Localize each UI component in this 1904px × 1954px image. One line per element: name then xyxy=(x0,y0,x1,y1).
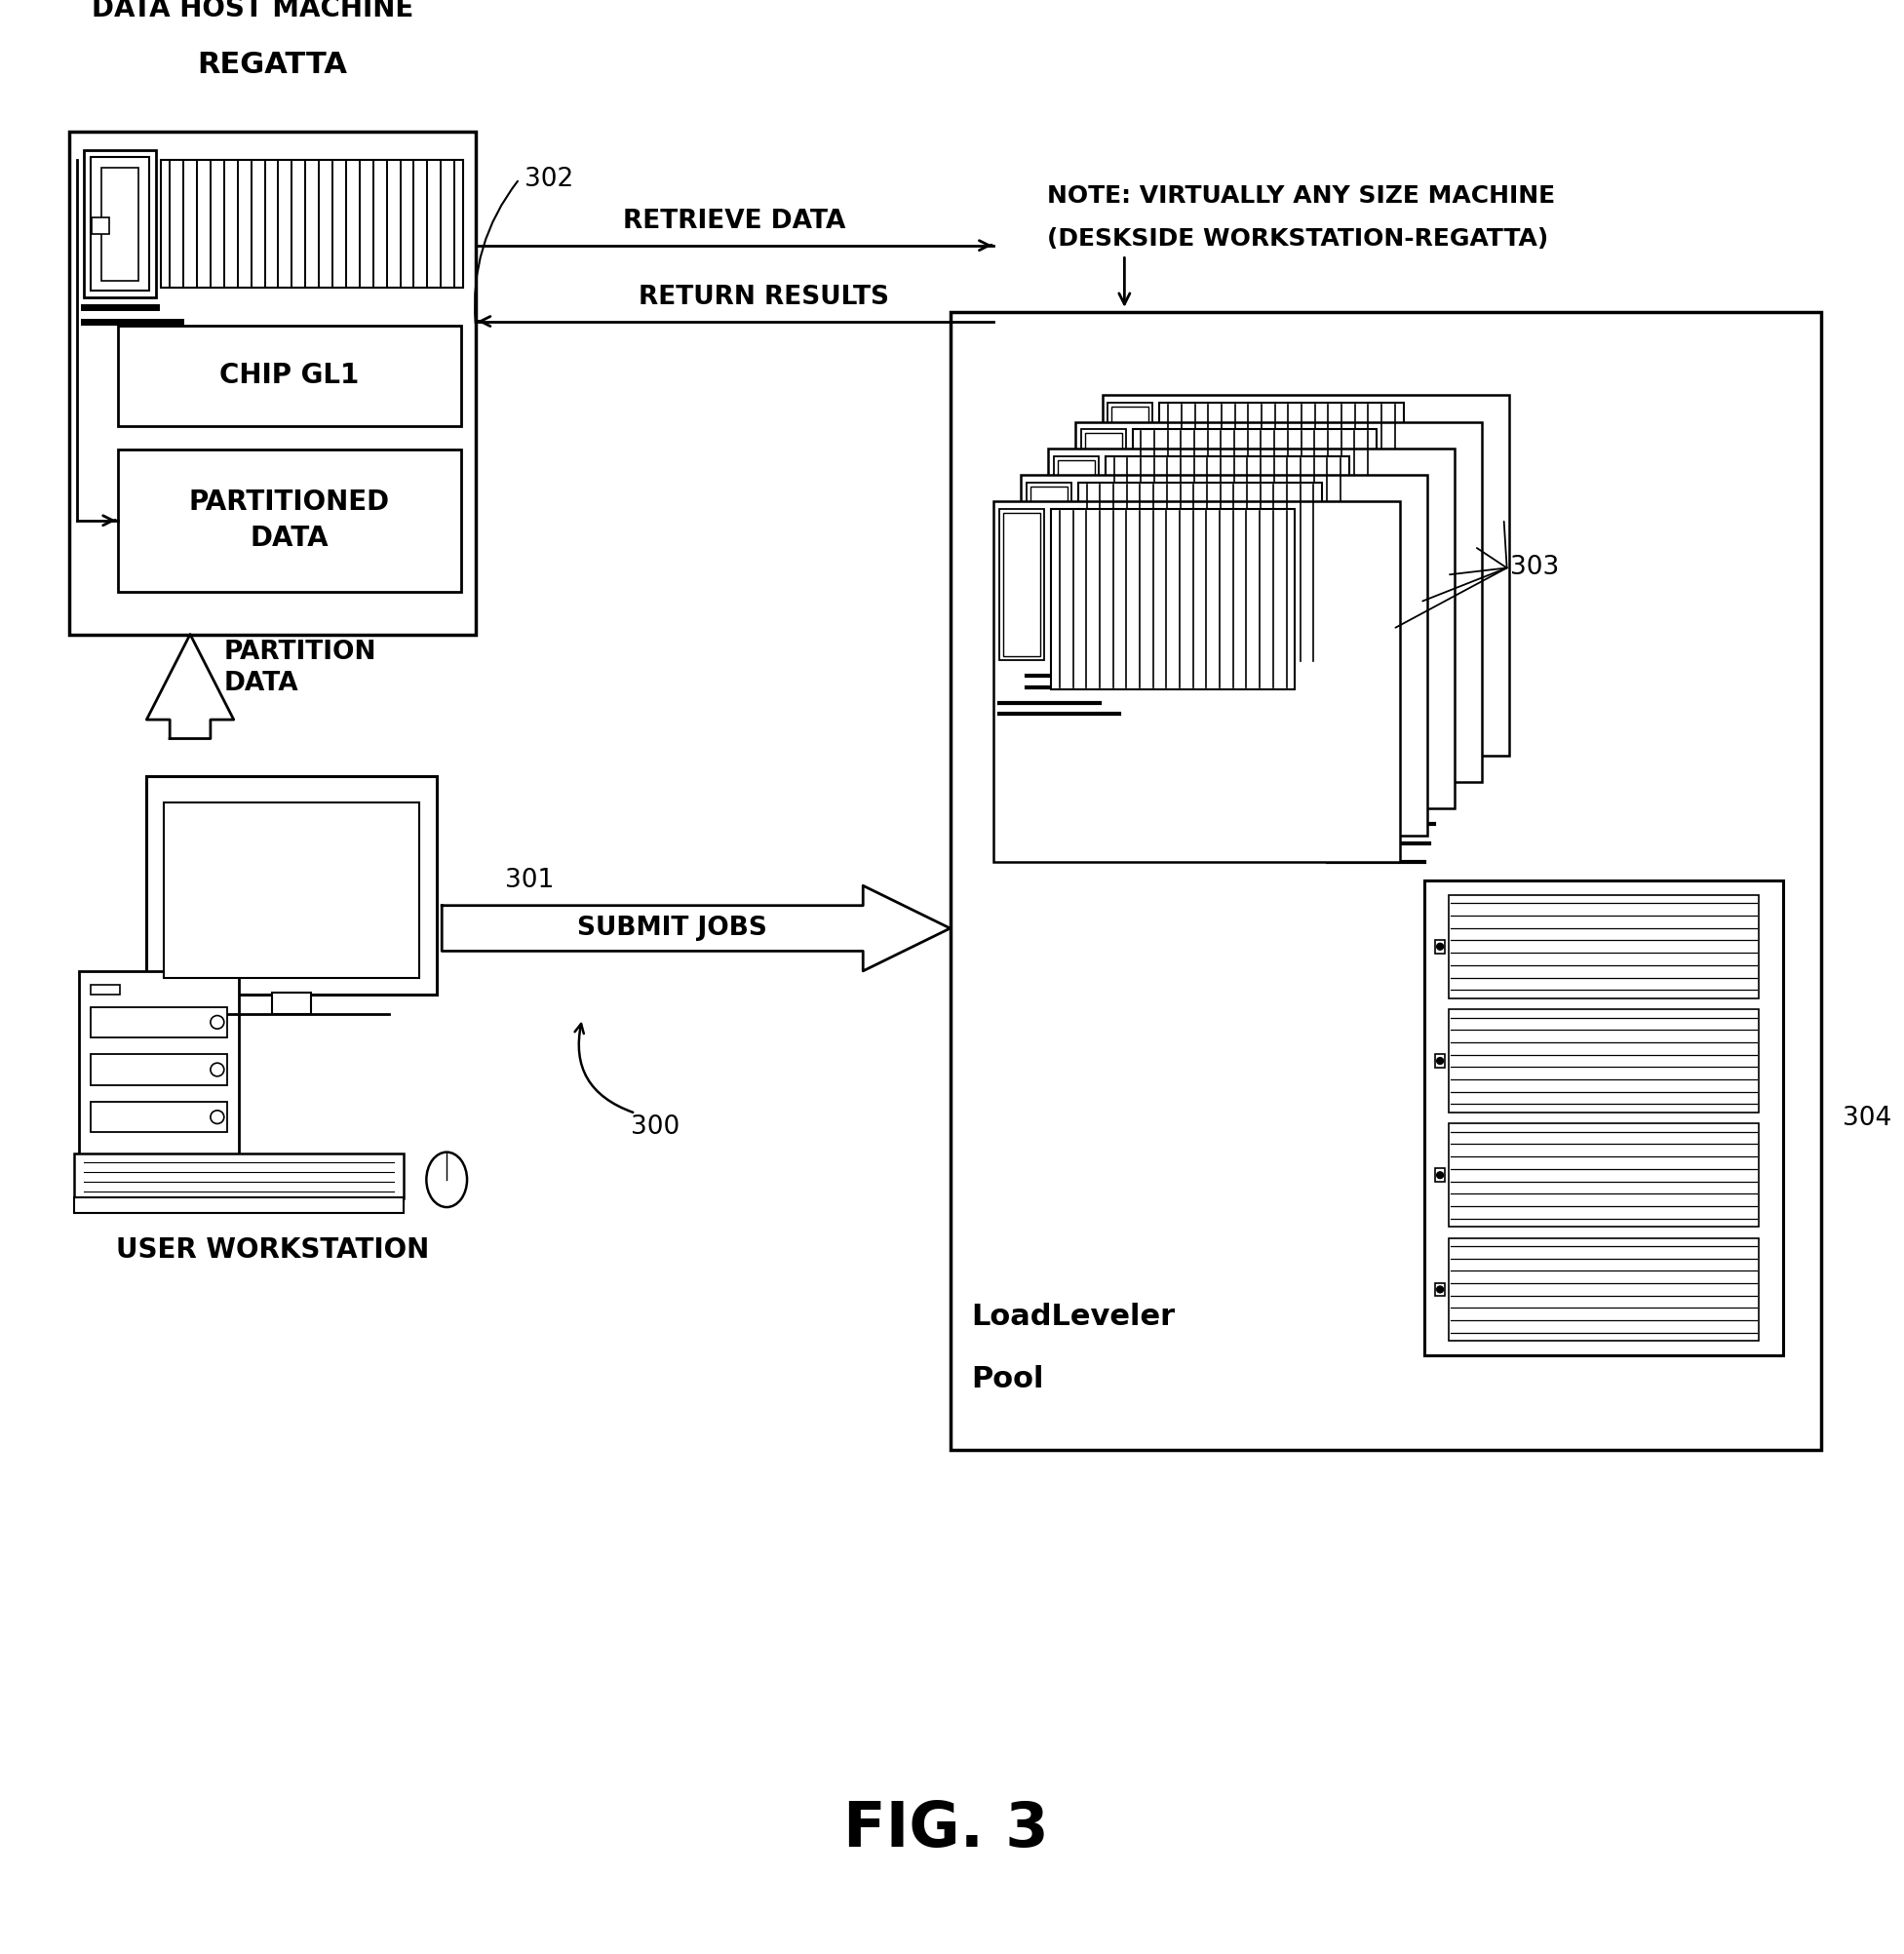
FancyBboxPatch shape xyxy=(101,168,139,281)
FancyBboxPatch shape xyxy=(89,1055,227,1084)
FancyBboxPatch shape xyxy=(69,131,476,635)
Text: Pool: Pool xyxy=(971,1364,1043,1393)
FancyBboxPatch shape xyxy=(994,502,1399,862)
Ellipse shape xyxy=(426,1153,466,1208)
FancyBboxPatch shape xyxy=(118,449,461,592)
FancyBboxPatch shape xyxy=(147,776,438,995)
Text: USER WORKSTATION: USER WORKSTATION xyxy=(116,1237,428,1264)
FancyBboxPatch shape xyxy=(1160,403,1403,582)
Bar xyxy=(1436,1282,1445,1296)
Circle shape xyxy=(211,1063,225,1077)
FancyBboxPatch shape xyxy=(89,1006,227,1038)
Circle shape xyxy=(211,1016,225,1030)
Polygon shape xyxy=(442,885,950,971)
FancyBboxPatch shape xyxy=(1053,455,1099,608)
FancyBboxPatch shape xyxy=(1081,430,1125,580)
FancyBboxPatch shape xyxy=(1424,881,1782,1356)
FancyBboxPatch shape xyxy=(1076,422,1481,782)
FancyBboxPatch shape xyxy=(118,326,461,426)
Text: (DESKSIDE WORKSTATION-REGATTA): (DESKSIDE WORKSTATION-REGATTA) xyxy=(1047,227,1548,250)
FancyBboxPatch shape xyxy=(1021,475,1428,836)
Circle shape xyxy=(1438,944,1443,950)
FancyBboxPatch shape xyxy=(84,150,156,297)
FancyBboxPatch shape xyxy=(950,313,1822,1450)
Text: RETURN RESULTS: RETURN RESULTS xyxy=(638,285,889,311)
Text: 301: 301 xyxy=(505,868,554,893)
Text: 302: 302 xyxy=(524,166,573,191)
FancyBboxPatch shape xyxy=(1057,459,1095,604)
FancyBboxPatch shape xyxy=(1104,455,1350,637)
Circle shape xyxy=(1438,1172,1443,1178)
FancyBboxPatch shape xyxy=(89,156,150,291)
Text: 304: 304 xyxy=(1843,1106,1893,1131)
Bar xyxy=(1436,1055,1445,1067)
Text: FIG. 3: FIG. 3 xyxy=(843,1800,1049,1860)
FancyBboxPatch shape xyxy=(1000,510,1043,660)
FancyBboxPatch shape xyxy=(1051,510,1295,690)
FancyBboxPatch shape xyxy=(1085,434,1121,576)
Text: REGATTA: REGATTA xyxy=(198,51,348,80)
FancyBboxPatch shape xyxy=(164,803,419,977)
Text: DATA HOST MACHINE: DATA HOST MACHINE xyxy=(91,0,413,23)
FancyBboxPatch shape xyxy=(1047,447,1455,809)
FancyBboxPatch shape xyxy=(74,1198,404,1213)
FancyBboxPatch shape xyxy=(89,1102,227,1131)
Text: RETRIEVE DATA: RETRIEVE DATA xyxy=(623,209,845,234)
Text: PARTITIONED
DATA: PARTITIONED DATA xyxy=(188,488,390,553)
Circle shape xyxy=(211,1110,225,1124)
Text: CHIP GL1: CHIP GL1 xyxy=(219,361,360,389)
FancyBboxPatch shape xyxy=(1112,406,1148,551)
FancyBboxPatch shape xyxy=(162,160,463,287)
Bar xyxy=(1436,940,1445,954)
Text: 300: 300 xyxy=(630,1116,680,1141)
Polygon shape xyxy=(147,635,234,739)
Text: PARTITION
DATA: PARTITION DATA xyxy=(225,639,377,696)
Circle shape xyxy=(1438,1286,1443,1294)
FancyBboxPatch shape xyxy=(1108,403,1152,555)
FancyBboxPatch shape xyxy=(1030,487,1068,629)
FancyBboxPatch shape xyxy=(1449,895,1759,998)
FancyBboxPatch shape xyxy=(78,971,238,1157)
FancyBboxPatch shape xyxy=(1102,395,1508,756)
Text: 303: 303 xyxy=(1510,555,1559,580)
Bar xyxy=(1436,1168,1445,1182)
FancyBboxPatch shape xyxy=(1078,483,1321,662)
Bar xyxy=(89,985,120,995)
FancyBboxPatch shape xyxy=(1133,430,1377,610)
FancyBboxPatch shape xyxy=(1449,1124,1759,1227)
FancyBboxPatch shape xyxy=(91,217,109,234)
FancyBboxPatch shape xyxy=(74,1153,404,1198)
FancyBboxPatch shape xyxy=(1449,1239,1759,1340)
Text: NOTE: VIRTUALLY ANY SIZE MACHINE: NOTE: VIRTUALLY ANY SIZE MACHINE xyxy=(1047,184,1556,207)
Text: LoadLeveler: LoadLeveler xyxy=(971,1303,1175,1331)
Bar xyxy=(272,993,310,1014)
FancyBboxPatch shape xyxy=(1003,512,1040,657)
Text: SUBMIT JOBS: SUBMIT JOBS xyxy=(577,916,767,942)
FancyBboxPatch shape xyxy=(1026,483,1072,633)
Circle shape xyxy=(1438,1057,1443,1065)
FancyBboxPatch shape xyxy=(1449,1010,1759,1112)
